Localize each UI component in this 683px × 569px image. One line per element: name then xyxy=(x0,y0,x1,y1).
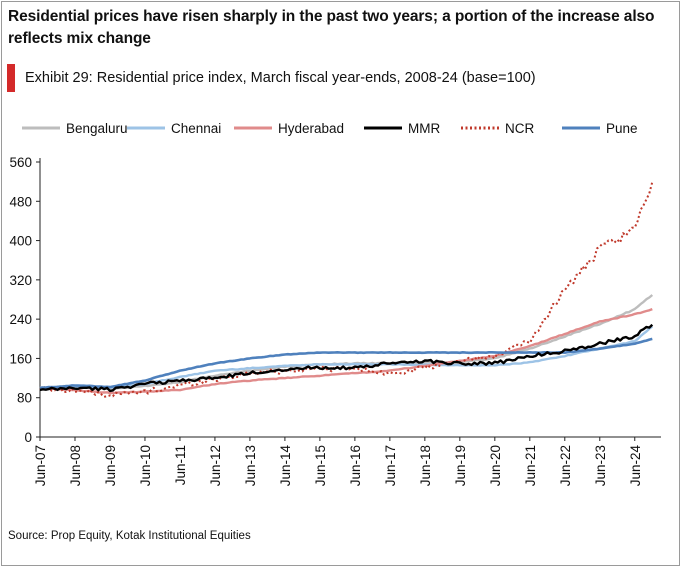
x-tick-label: Jun-13 xyxy=(243,445,258,486)
legend-label-ncr: NCR xyxy=(505,121,534,136)
x-tick-label: Jun-16 xyxy=(348,445,363,486)
x-tick-label: Jun-17 xyxy=(383,445,398,486)
x-tick-label: Jun-12 xyxy=(208,445,223,486)
series-line-hyderabad xyxy=(39,307,653,395)
y-tick-label: 560 xyxy=(9,155,32,170)
legend-label-bengaluru: Bengaluru xyxy=(66,121,128,136)
y-tick-label: 160 xyxy=(9,351,32,366)
series-line-bengaluru xyxy=(40,294,654,391)
exhibit-marker xyxy=(7,64,15,92)
source-note: Source: Prop Equity, Kotak Institutional… xyxy=(8,530,251,542)
x-tick-label: Jun-14 xyxy=(278,445,293,487)
x-tick-label: Jun-09 xyxy=(103,445,118,486)
x-tick-label: Jun-08 xyxy=(68,445,83,486)
x-tick-label: Jun-23 xyxy=(593,445,608,486)
x-tick-label: Jun-15 xyxy=(313,445,328,486)
x-tick-label: Jun-20 xyxy=(488,445,503,486)
x-tick-label: Jun-07 xyxy=(33,445,48,486)
x-tick-label: Jun-11 xyxy=(173,445,188,485)
x-tick-label: Jun-18 xyxy=(418,445,433,486)
y-tick-label: 240 xyxy=(9,312,32,327)
x-tick-label: Jun-21 xyxy=(523,445,538,486)
legend-label-chennai: Chennai xyxy=(171,121,221,136)
y-tick-label: 320 xyxy=(9,273,32,288)
x-tick-label: Jun-24 xyxy=(628,445,643,487)
y-tick-label: 80 xyxy=(17,391,32,406)
y-tick-label: 0 xyxy=(24,430,32,445)
legend-label-pune: Pune xyxy=(606,121,638,136)
headline: Residential prices have risen sharply in… xyxy=(8,8,655,47)
x-tick-label: Jun-22 xyxy=(558,445,573,486)
exhibit-header: Exhibit 29: Residential price index, Mar… xyxy=(7,64,536,92)
series-line-pune xyxy=(39,337,653,390)
x-tick-label: Jun-19 xyxy=(453,445,468,486)
exhibit-title: Exhibit 29: Residential price index, Mar… xyxy=(25,70,536,86)
legend-label-hyderabad: Hyderabad xyxy=(278,121,344,136)
series-line-mmr xyxy=(39,323,654,393)
y-tick-label: 400 xyxy=(9,234,32,249)
legend-label-mmr: MMR xyxy=(408,121,440,136)
x-tick-label: Jun-10 xyxy=(138,445,153,486)
y-tick-label: 480 xyxy=(9,194,32,209)
